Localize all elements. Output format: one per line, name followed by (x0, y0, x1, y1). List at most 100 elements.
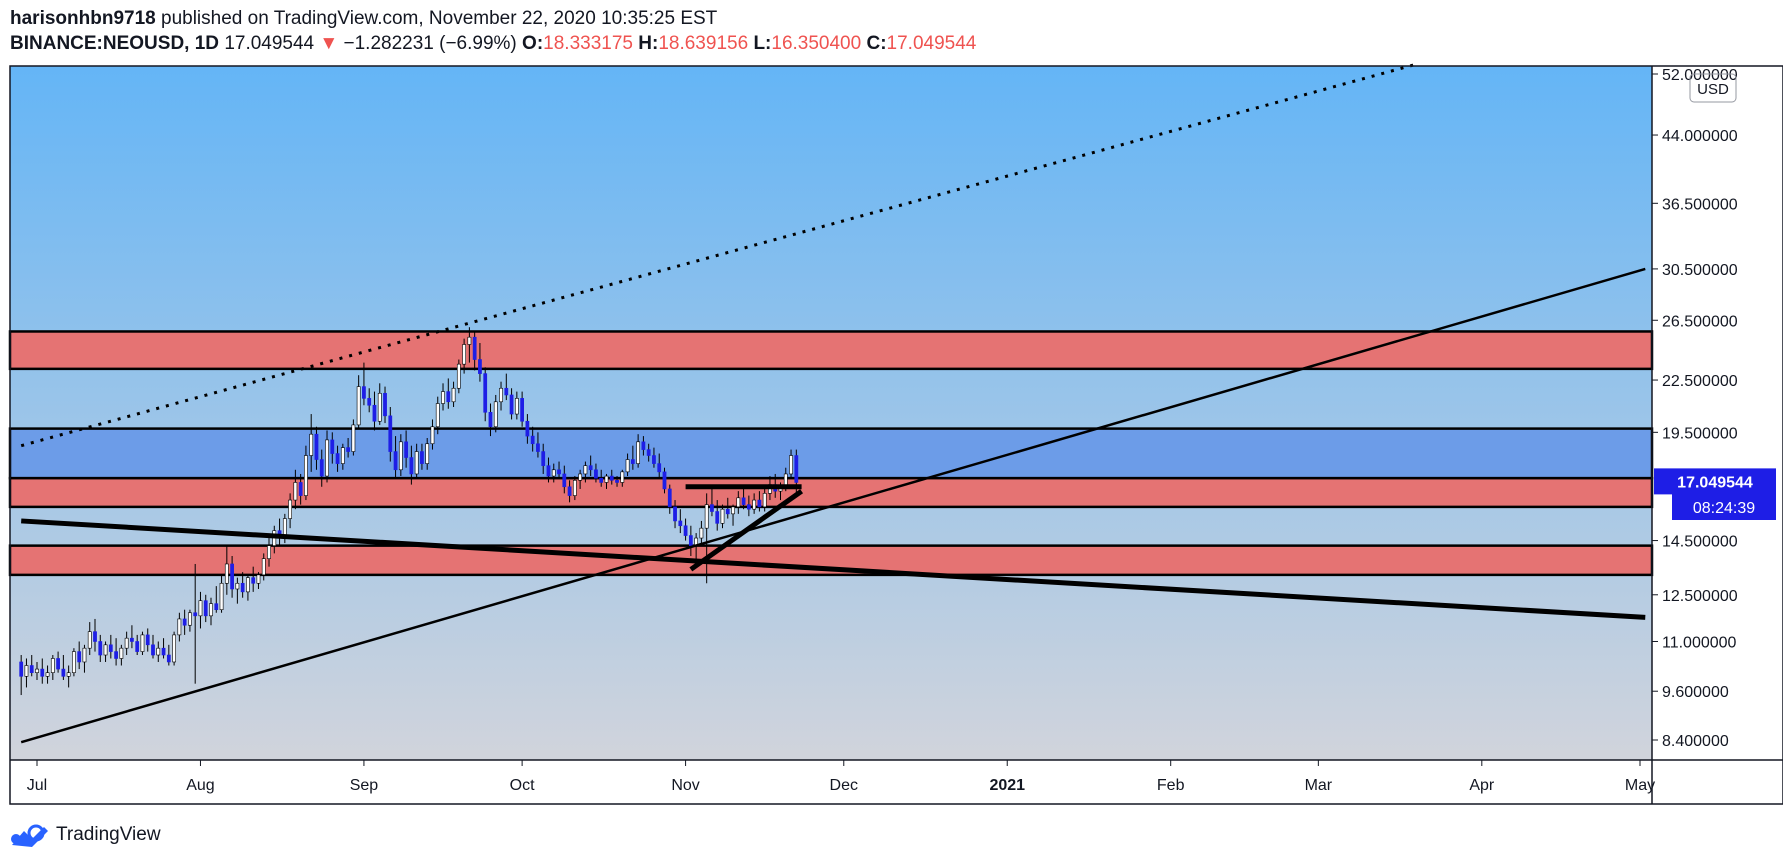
last-price: 17.049544 (224, 33, 315, 54)
candle (309, 414, 314, 472)
candle (108, 634, 113, 659)
tradingview-logo-icon[interactable] (10, 823, 50, 847)
candle-body (103, 644, 108, 656)
candle-body (124, 637, 129, 649)
candle (657, 453, 662, 479)
thick-trendline[interactable] (21, 518, 1646, 620)
candle (789, 449, 793, 479)
chart-border (9, 65, 1783, 805)
candle (182, 609, 187, 635)
candle-body (309, 433, 314, 456)
candle-body (135, 641, 140, 652)
candle (388, 406, 393, 462)
candle-body (398, 441, 403, 471)
candle (351, 419, 356, 456)
candle-body (261, 558, 266, 576)
price-chart[interactable]: 52.000000 44.000000 36.500000 30.500000 26.5… (0, 0, 1783, 820)
candle (50, 655, 55, 680)
candle-body (151, 644, 155, 656)
candle-body (736, 497, 741, 508)
candle (124, 631, 129, 656)
candle (246, 574, 250, 601)
candle (130, 625, 134, 649)
candle-body (567, 486, 572, 496)
y-tick-label: 26.500000 (1662, 313, 1738, 330)
candle (383, 386, 387, 424)
candle-body (251, 577, 256, 584)
candle-body (172, 634, 176, 663)
solid-trendline[interactable] (20, 267, 1646, 744)
candle (19, 655, 24, 696)
candle (161, 638, 166, 659)
brand-name[interactable]: TradingView (56, 824, 161, 845)
candle (588, 455, 593, 477)
candle (741, 488, 746, 510)
candle-body (583, 465, 588, 475)
candle-body (752, 499, 757, 510)
candle-body (362, 386, 366, 399)
candle-body (630, 459, 635, 464)
x-tick-label: Apr (1469, 777, 1495, 794)
candle (599, 469, 604, 487)
y-tick-label: 52.000000 (1662, 67, 1738, 84)
candle (346, 437, 350, 458)
x-tick-label: Jul (27, 777, 47, 794)
candle-body (35, 668, 39, 673)
candle (499, 381, 503, 411)
candle (314, 426, 319, 470)
candle (435, 396, 440, 435)
y-tick-label: 44.000000 (1662, 128, 1738, 145)
candle (546, 457, 551, 483)
candle (594, 463, 598, 483)
candle-body (140, 634, 145, 652)
candle (188, 609, 192, 632)
candle-body (235, 582, 240, 590)
candle (641, 436, 646, 456)
publish-line: harisonhbn9718 published on TradingView.… (10, 7, 717, 31)
candle-body (794, 455, 799, 483)
dotted-trendline[interactable] (20, 62, 1419, 448)
candle (367, 388, 372, 413)
time-axis[interactable]: Jul Aug Sep Oct Nov Dec 2021 Feb Mar Apr May (27, 760, 1655, 794)
author-name[interactable]: harisonhbn9718 (10, 8, 156, 29)
price-change: −1.282231 (−6.99%) (343, 33, 517, 54)
candle (662, 467, 667, 494)
candle-body (108, 644, 113, 652)
candle-body (446, 391, 451, 403)
currency-badge[interactable]: USD (1689, 73, 1737, 103)
price-axis[interactable]: 52.000000 44.000000 36.500000 30.500000 26.5… (1652, 67, 1738, 750)
candle-body (704, 504, 709, 529)
candle (630, 445, 635, 470)
trendlines[interactable] (20, 62, 1646, 744)
candle (609, 469, 614, 485)
candle-body (483, 373, 488, 413)
candle-body (652, 455, 656, 464)
x-tick-label: May (1625, 777, 1655, 794)
y-tick-label: 11.000000 (1662, 634, 1737, 651)
candle-body (683, 525, 688, 536)
candle (652, 447, 656, 468)
candle (430, 419, 435, 450)
candle-body (356, 386, 361, 426)
candle (572, 476, 577, 501)
x-tick-label: 2021 (989, 777, 1025, 794)
candle-body (478, 359, 482, 374)
candle (156, 641, 161, 662)
candle-body (741, 497, 746, 505)
candle-body (45, 672, 50, 677)
countdown-label: 08:24:39 (1693, 500, 1755, 517)
candle (710, 486, 714, 517)
x-tick-label: Feb (1157, 777, 1185, 794)
candle (230, 555, 234, 598)
y-tick-label: 30.500000 (1662, 262, 1738, 279)
candle (425, 437, 430, 470)
candle-body (636, 441, 641, 464)
candle (441, 383, 445, 411)
candle-body (219, 582, 224, 610)
candle (304, 445, 308, 501)
candle (514, 391, 519, 420)
thick-trendline[interactable] (689, 489, 804, 572)
candle (356, 375, 361, 429)
candle (467, 327, 472, 363)
candle (340, 443, 345, 470)
